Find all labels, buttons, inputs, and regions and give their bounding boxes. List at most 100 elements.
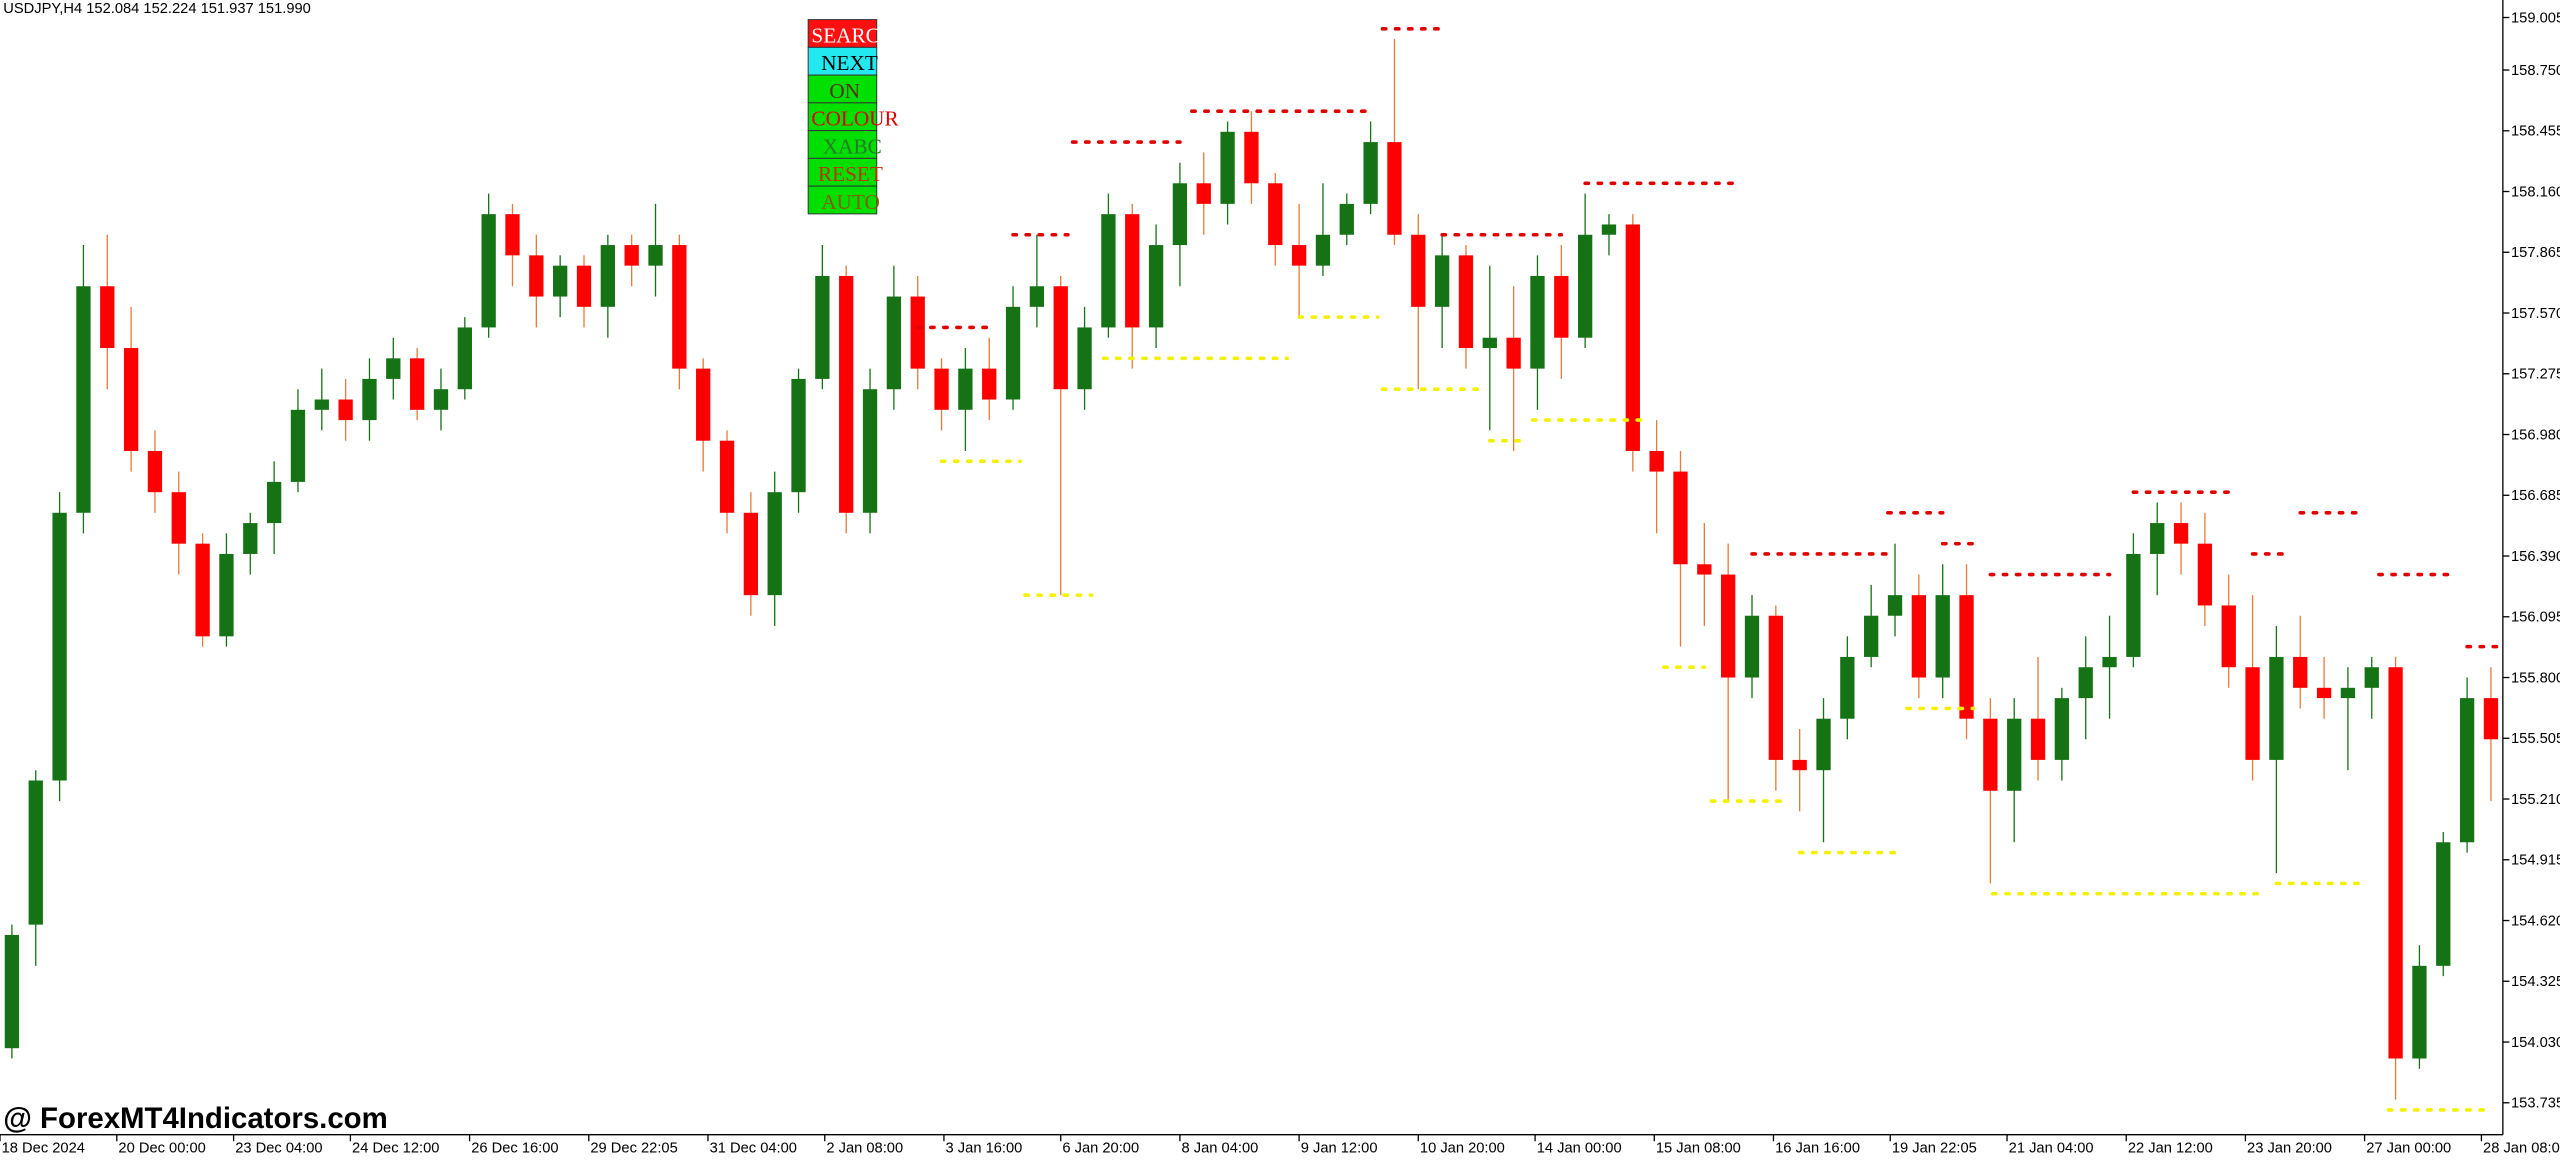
candle-body xyxy=(2293,656,2308,688)
x-tick-label: 3 Jan 16:00 xyxy=(946,1141,1023,1157)
button-label[interactable]: ON xyxy=(829,79,860,103)
y-tick-label: 154.915 xyxy=(2511,853,2560,869)
candle-body xyxy=(862,389,878,513)
candle-body xyxy=(886,296,902,390)
candle-body xyxy=(2173,523,2189,544)
candle-body xyxy=(290,409,306,482)
button-label[interactable]: NEXT xyxy=(821,51,878,75)
x-tick-label: 16 Jan 16:00 xyxy=(1775,1141,1860,1157)
candle-body xyxy=(672,245,687,369)
watermark: @ ForexMT4Indicators.com xyxy=(3,1102,387,1135)
candle-body xyxy=(195,543,210,637)
button-label[interactable]: SEARC xyxy=(811,23,879,47)
x-tick-label: 10 Jan 20:00 xyxy=(1420,1141,1505,1157)
candle-body xyxy=(982,368,997,400)
x-tick-label: 22 Jan 12:00 xyxy=(2128,1141,2213,1157)
candle-body xyxy=(266,481,282,524)
candle-body xyxy=(934,368,949,410)
candle-body xyxy=(2340,687,2356,699)
y-tick-label: 159.005 xyxy=(2511,10,2560,26)
candle-body xyxy=(2245,667,2260,760)
y-tick-label: 154.325 xyxy=(2511,974,2560,990)
candle-body xyxy=(648,245,663,266)
candle-body xyxy=(1220,131,1235,204)
button-bg[interactable] xyxy=(807,130,878,159)
button-label[interactable]: AUTO xyxy=(821,190,880,214)
candle-body xyxy=(1792,759,1807,771)
candle-body xyxy=(743,512,759,596)
candle-body xyxy=(767,492,782,596)
candle-body xyxy=(1101,214,1116,328)
candle-body xyxy=(696,368,711,441)
candle-body xyxy=(1625,224,1640,451)
candle-body xyxy=(76,286,91,513)
candle-body xyxy=(481,214,496,328)
candle-body xyxy=(243,523,258,554)
candle-body xyxy=(2436,842,2451,966)
candle-body xyxy=(1315,234,1331,266)
button-bg[interactable] xyxy=(807,19,878,48)
candle-body xyxy=(505,214,520,256)
button-label[interactable]: RESET xyxy=(818,162,883,186)
button-label[interactable]: XABC xyxy=(823,134,882,158)
candle-body xyxy=(553,265,568,297)
x-tick-label: 29 Dec 22:05 xyxy=(590,1141,677,1157)
y-tick-label: 158.750 xyxy=(2511,63,2560,79)
candle-body xyxy=(314,399,329,410)
candle-body xyxy=(2007,718,2022,791)
candle-body xyxy=(219,553,234,637)
candle-body xyxy=(1959,595,1974,719)
candle-body xyxy=(1434,255,1450,307)
candle-body xyxy=(1125,214,1140,328)
candle-body xyxy=(171,492,186,544)
candle-body xyxy=(1911,595,1927,678)
candle-body xyxy=(28,780,43,925)
button-bg[interactable] xyxy=(807,185,878,215)
candle-body xyxy=(1339,203,1354,235)
candle-body xyxy=(1673,471,1688,565)
x-tick-label: 20 Dec 00:00 xyxy=(118,1141,205,1157)
candle-body xyxy=(338,399,353,421)
candle-body xyxy=(1506,337,1521,369)
button-panel: SEARC NEXT ON COLOUR XABC RESET AUTO xyxy=(807,19,900,215)
candle-body xyxy=(1268,183,1283,246)
candle-body xyxy=(2316,687,2332,699)
y-tick-label: 156.390 xyxy=(2511,549,2560,565)
x-tick-label: 21 Jan 04:00 xyxy=(2009,1141,2094,1157)
x-tick-label: 2 Jan 08:00 xyxy=(826,1141,903,1157)
x-tick-label: 27 Jan 00:00 xyxy=(2366,1141,2451,1157)
candle-body xyxy=(1744,615,1760,678)
button-bg[interactable] xyxy=(807,74,878,104)
candle-body xyxy=(1601,224,1617,235)
x-tick-label: 18 Dec 2024 xyxy=(2,1141,85,1157)
candle-body xyxy=(2150,523,2165,554)
candle-body xyxy=(910,296,925,369)
y-tick-label: 157.275 xyxy=(2511,367,2560,383)
x-tick-label: 26 Dec 16:00 xyxy=(471,1141,558,1157)
candle-body xyxy=(1053,286,1068,390)
button-label[interactable]: COLOUR xyxy=(811,107,899,131)
candle-body xyxy=(1363,142,1378,204)
candle-body xyxy=(1029,286,1045,307)
y-tick-label: 157.865 xyxy=(2511,245,2560,261)
candle-body xyxy=(2078,667,2093,699)
candle-body xyxy=(2269,656,2284,760)
x-tick-label: 15 Jan 08:00 xyxy=(1656,1141,1741,1157)
y-tick-label: 158.455 xyxy=(2511,124,2560,140)
x-tick-label: 28 Jan 08:00 xyxy=(2483,1141,2560,1157)
x-tick-label: 8 Jan 04:00 xyxy=(1182,1141,1259,1157)
candle-body xyxy=(1577,234,1593,338)
candle-body xyxy=(409,358,425,410)
y-tick-label: 158.160 xyxy=(2511,184,2560,200)
candle-body xyxy=(1697,564,1712,575)
candle-body xyxy=(1816,718,1831,771)
candle-body xyxy=(1649,450,1664,472)
candle-body xyxy=(123,348,139,451)
button-bg[interactable] xyxy=(807,157,878,187)
candle-body xyxy=(1721,574,1736,678)
candle-body xyxy=(1983,718,1998,791)
candle-body xyxy=(1005,306,1021,400)
button-bg[interactable] xyxy=(807,102,878,132)
candle-body xyxy=(1887,595,1903,616)
